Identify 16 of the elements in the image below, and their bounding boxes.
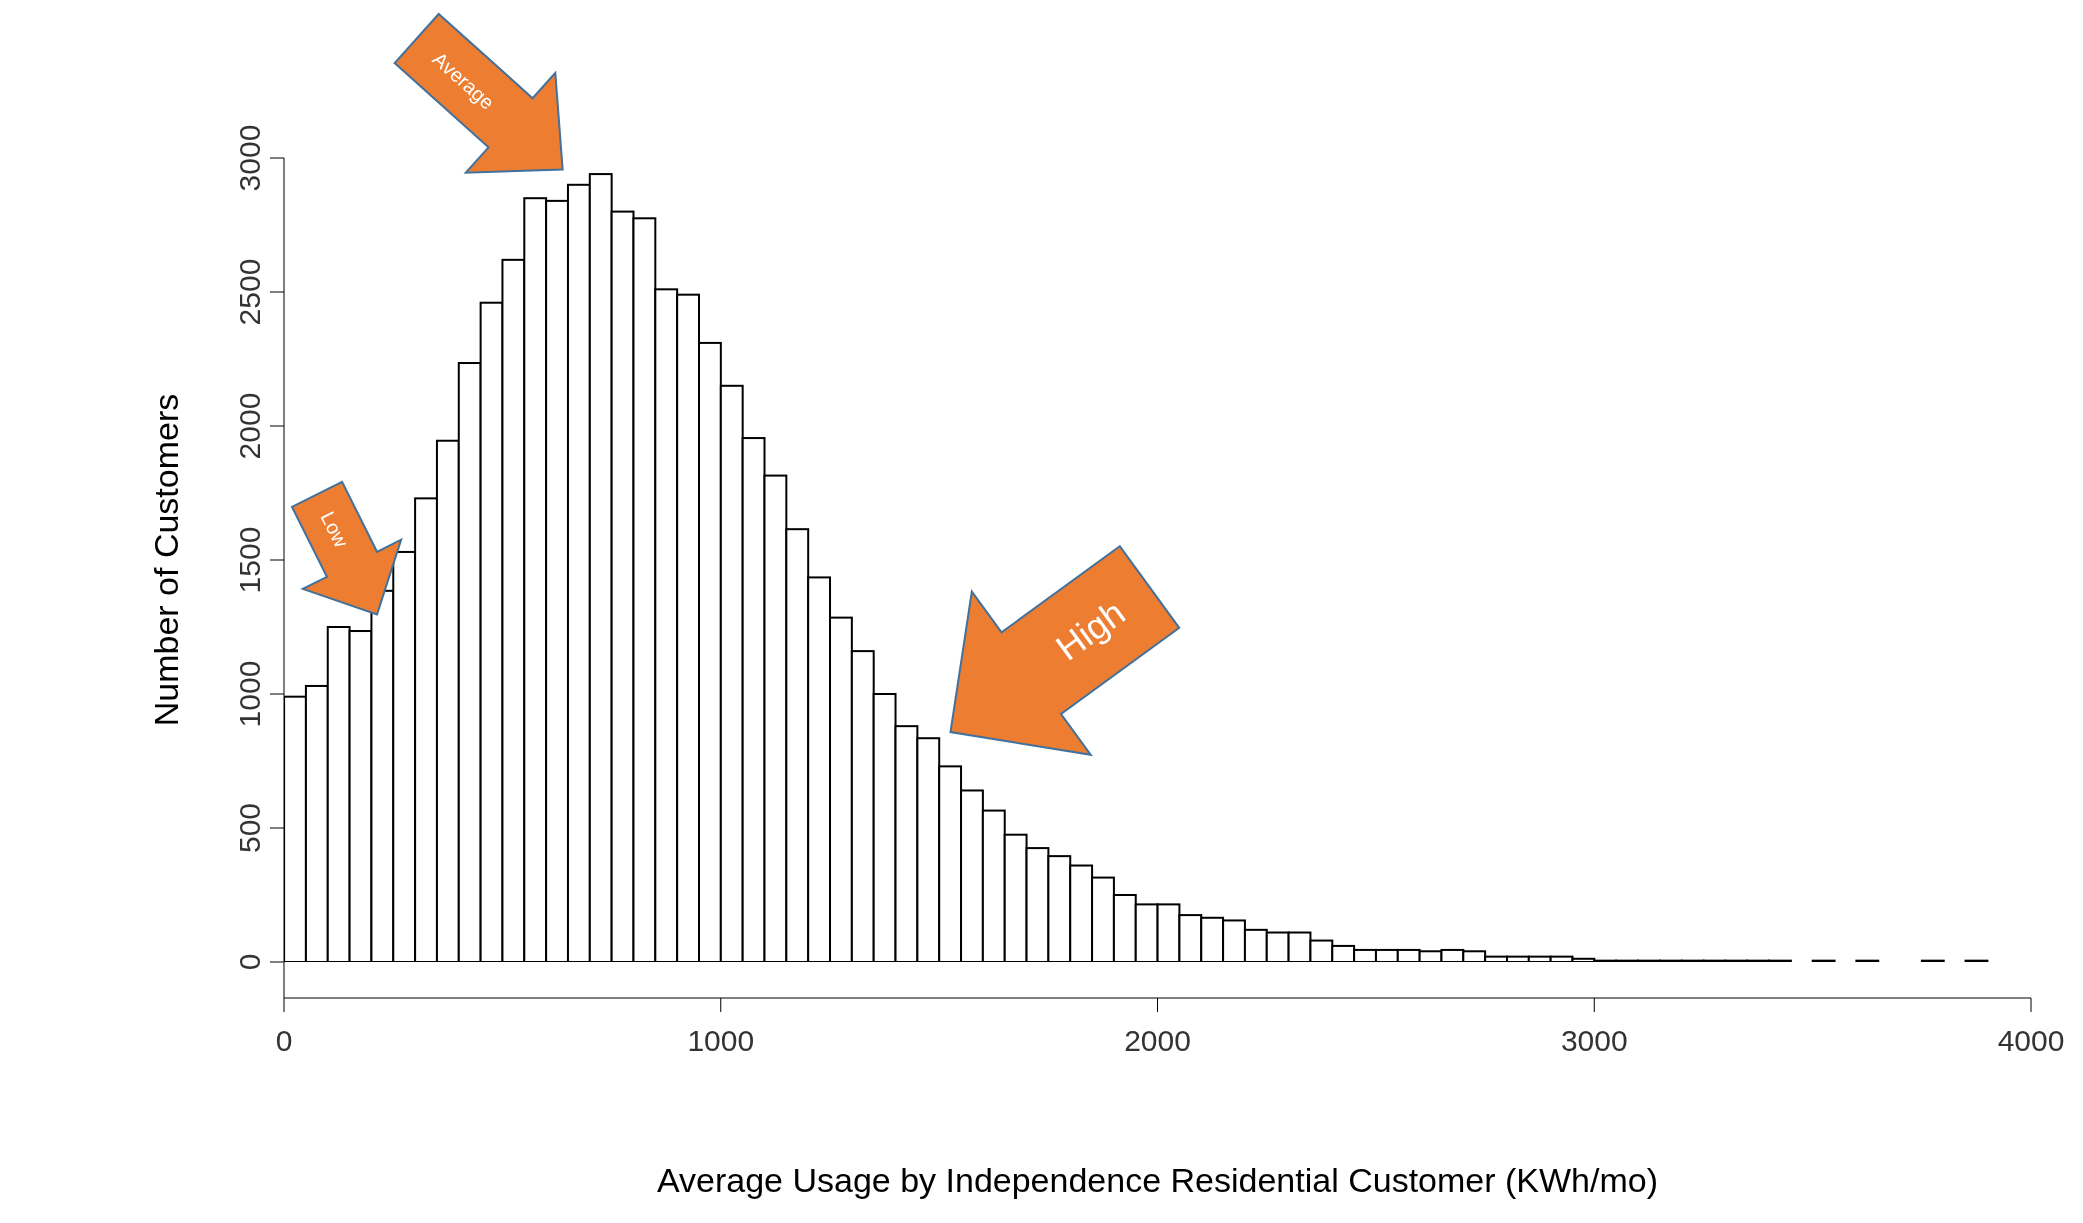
x-tick-label: 3000: [1560, 1024, 1628, 1058]
x-tick-label: 1000: [687, 1024, 755, 1058]
y-tick-label: 1000: [233, 660, 266, 728]
y-tick-label: 500: [233, 802, 266, 854]
annotation: Low: [316, 508, 353, 552]
x-axis-title: Average Usage by Independence Residential Customer (KWh/mo): [656, 1161, 1659, 1199]
y-tick-label: 3000: [233, 124, 266, 192]
annotation: High: [1048, 591, 1133, 669]
x-tick-label: 0: [275, 1024, 293, 1058]
y-tick-label: 1500: [233, 526, 266, 594]
y-axis-title: Number of Customers: [147, 393, 185, 727]
y-tick-label: 2000: [233, 392, 266, 460]
y-tick-label: 2500: [233, 258, 266, 326]
x-tick-label: 2000: [1124, 1024, 1191, 1058]
y-tick-label: 0: [233, 953, 266, 971]
x-tick-label: 4000: [1997, 1024, 2065, 1058]
